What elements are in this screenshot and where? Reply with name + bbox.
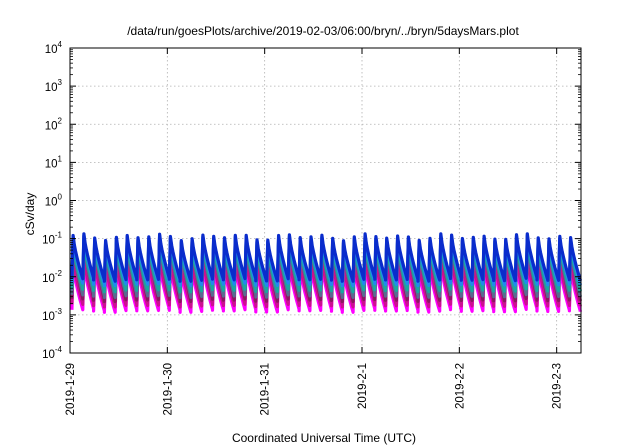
axes <box>69 47 582 354</box>
y-tick-labels: 10-4 10-3 10-2 10-1 100 101 102 103 104 <box>42 40 62 361</box>
x-tick-labels: 2019-1-29 2019-1-30 2019-1-31 2019-2-1 2019-… <box>65 363 564 415</box>
y-tick-label: 10-1 <box>42 231 62 247</box>
x-tick-label: 2019-2-3 <box>552 363 564 409</box>
y-tick-label: 10-4 <box>42 345 62 361</box>
x-axis-label: Coordinated Universal Time (UTC) <box>232 431 416 445</box>
y-tick-label: 103 <box>45 78 63 94</box>
chart-title: /data/run/goesPlots/archive/2019-02-03/0… <box>127 24 519 38</box>
x-tick-label: 2019-1-29 <box>65 363 77 415</box>
y-tick-label: 100 <box>45 193 63 209</box>
y-tick-label: 101 <box>45 154 63 170</box>
x-tick-label: 2019-1-31 <box>260 363 272 415</box>
y-tick-label: 10-2 <box>42 269 62 285</box>
x-tick-label: 2019-2-1 <box>357 363 369 409</box>
series-group <box>70 232 582 314</box>
series-line <box>70 232 582 283</box>
y-tick-label: 104 <box>45 40 63 56</box>
plot-border <box>69 47 582 354</box>
y-tick-label: 102 <box>45 116 63 132</box>
x-tick-label: 2019-2-2 <box>454 363 466 409</box>
y-axis-label: cSv/day <box>23 193 37 236</box>
y-tick-label: 10-3 <box>42 307 62 323</box>
x-tick-label: 2019-1-30 <box>162 363 174 415</box>
